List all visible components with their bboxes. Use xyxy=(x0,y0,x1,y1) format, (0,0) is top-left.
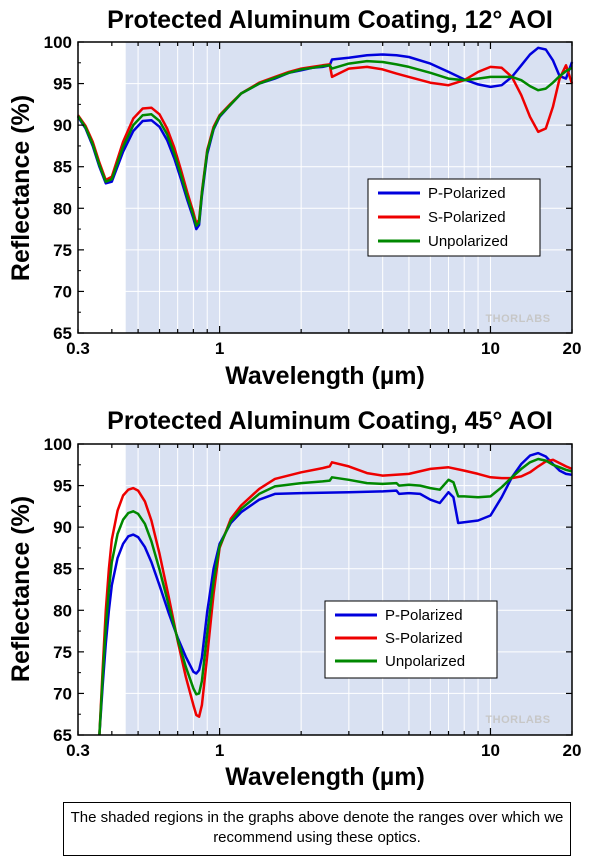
chart-45-y-tick-label: 85 xyxy=(53,560,72,579)
chart-12-watermark: THORLABS xyxy=(485,313,550,325)
chart-12-legend-label-p: P-Polarized xyxy=(428,185,506,202)
chart-45-x-tick-label: 10 xyxy=(481,741,500,760)
chart-12-y-tick-label: 80 xyxy=(53,199,72,218)
chart-45-axis-ticks xyxy=(77,443,573,736)
chart-45-x-tick-label: 0.3 xyxy=(66,741,90,760)
chart-12-title: Protected Aluminum Coating, 12° AOI xyxy=(107,6,553,34)
chart-12-axis-ticks xyxy=(77,41,573,334)
chart-12-y-tick-label: 95 xyxy=(53,75,72,94)
chart-45-x-tick-label: 20 xyxy=(563,741,582,760)
chart-45-legend: P-Polarized S-Polarized Unpolarized xyxy=(324,600,498,679)
chart-45-series-lines xyxy=(98,451,573,736)
chart-12-y-tick-label: 75 xyxy=(53,241,72,260)
chart-12-y-tick-label: 65 xyxy=(53,324,72,343)
chart-12-x-tick-labels: 0.3 1 10 20 xyxy=(66,339,581,358)
chart-12-aoi: Protected Aluminum Coating, 12° AOI THOR… xyxy=(7,6,581,390)
chart-45-line-unpolarized xyxy=(98,457,573,736)
chart-12-series-lines xyxy=(76,46,574,231)
chart-45-legend-label-s: S-Polarized xyxy=(385,630,463,647)
chart-12-y-tick-label: 85 xyxy=(53,158,72,177)
chart-45-y-tick-label: 70 xyxy=(53,684,72,703)
chart-45-legend-label-p: P-Polarized xyxy=(385,607,463,624)
shaded-region-note: The shaded regions in the graphs above d… xyxy=(63,802,571,856)
chart-45-title: Protected Aluminum Coating, 45° AOI xyxy=(107,407,553,435)
chart-12-line-unpolarized xyxy=(76,59,573,227)
chart-45-y-tick-label: 75 xyxy=(53,643,72,662)
chart-45-y-axis-label: Reflectance (%) xyxy=(7,496,35,682)
chart-45-y-tick-label: 95 xyxy=(53,477,72,496)
chart-45-y-tick-label: 80 xyxy=(53,601,72,620)
chart-12-x-tick-label: 1 xyxy=(215,339,224,358)
chart-45-x-axis-label: Wavelength (µm) xyxy=(225,763,425,791)
chart-12-y-axis-label: Reflectance (%) xyxy=(7,95,35,281)
chart-12-y-tick-label: 70 xyxy=(53,282,72,301)
chart-45-aoi: Protected Aluminum Coating, 45° AOI THOR… xyxy=(7,407,581,791)
chart-12-legend-label-s: S-Polarized xyxy=(428,209,506,226)
chart-45-line-p-polarized xyxy=(98,451,573,736)
chart-45-legend-label-u: Unpolarized xyxy=(385,653,465,670)
chart-45-y-tick-labels: 65 70 75 80 85 90 95 100 xyxy=(44,435,72,745)
chart-12-y-tick-label: 100 xyxy=(44,33,72,52)
chart-12-x-tick-label: 10 xyxy=(481,339,500,358)
chart-12-y-tick-labels: 65 70 75 80 85 90 95 100 xyxy=(44,33,72,343)
chart-12-x-tick-label: 20 xyxy=(563,339,582,358)
chart-45-x-tick-label: 1 xyxy=(215,741,224,760)
chart-12-legend: P-Polarized S-Polarized Unpolarized xyxy=(367,178,541,257)
chart-12-x-axis-label: Wavelength (µm) xyxy=(225,362,425,390)
chart-45-y-tick-label: 65 xyxy=(53,726,72,745)
chart-12-y-tick-label: 90 xyxy=(53,116,72,135)
chart-45-y-tick-label: 90 xyxy=(53,518,72,537)
chart-45-x-tick-labels: 0.3 1 10 20 xyxy=(66,741,581,760)
chart-12-legend-label-u: Unpolarized xyxy=(428,233,508,250)
chart-12-x-tick-label: 0.3 xyxy=(66,339,90,358)
chart-45-y-tick-label: 100 xyxy=(44,435,72,454)
chart-45-watermark: THORLABS xyxy=(485,714,550,726)
